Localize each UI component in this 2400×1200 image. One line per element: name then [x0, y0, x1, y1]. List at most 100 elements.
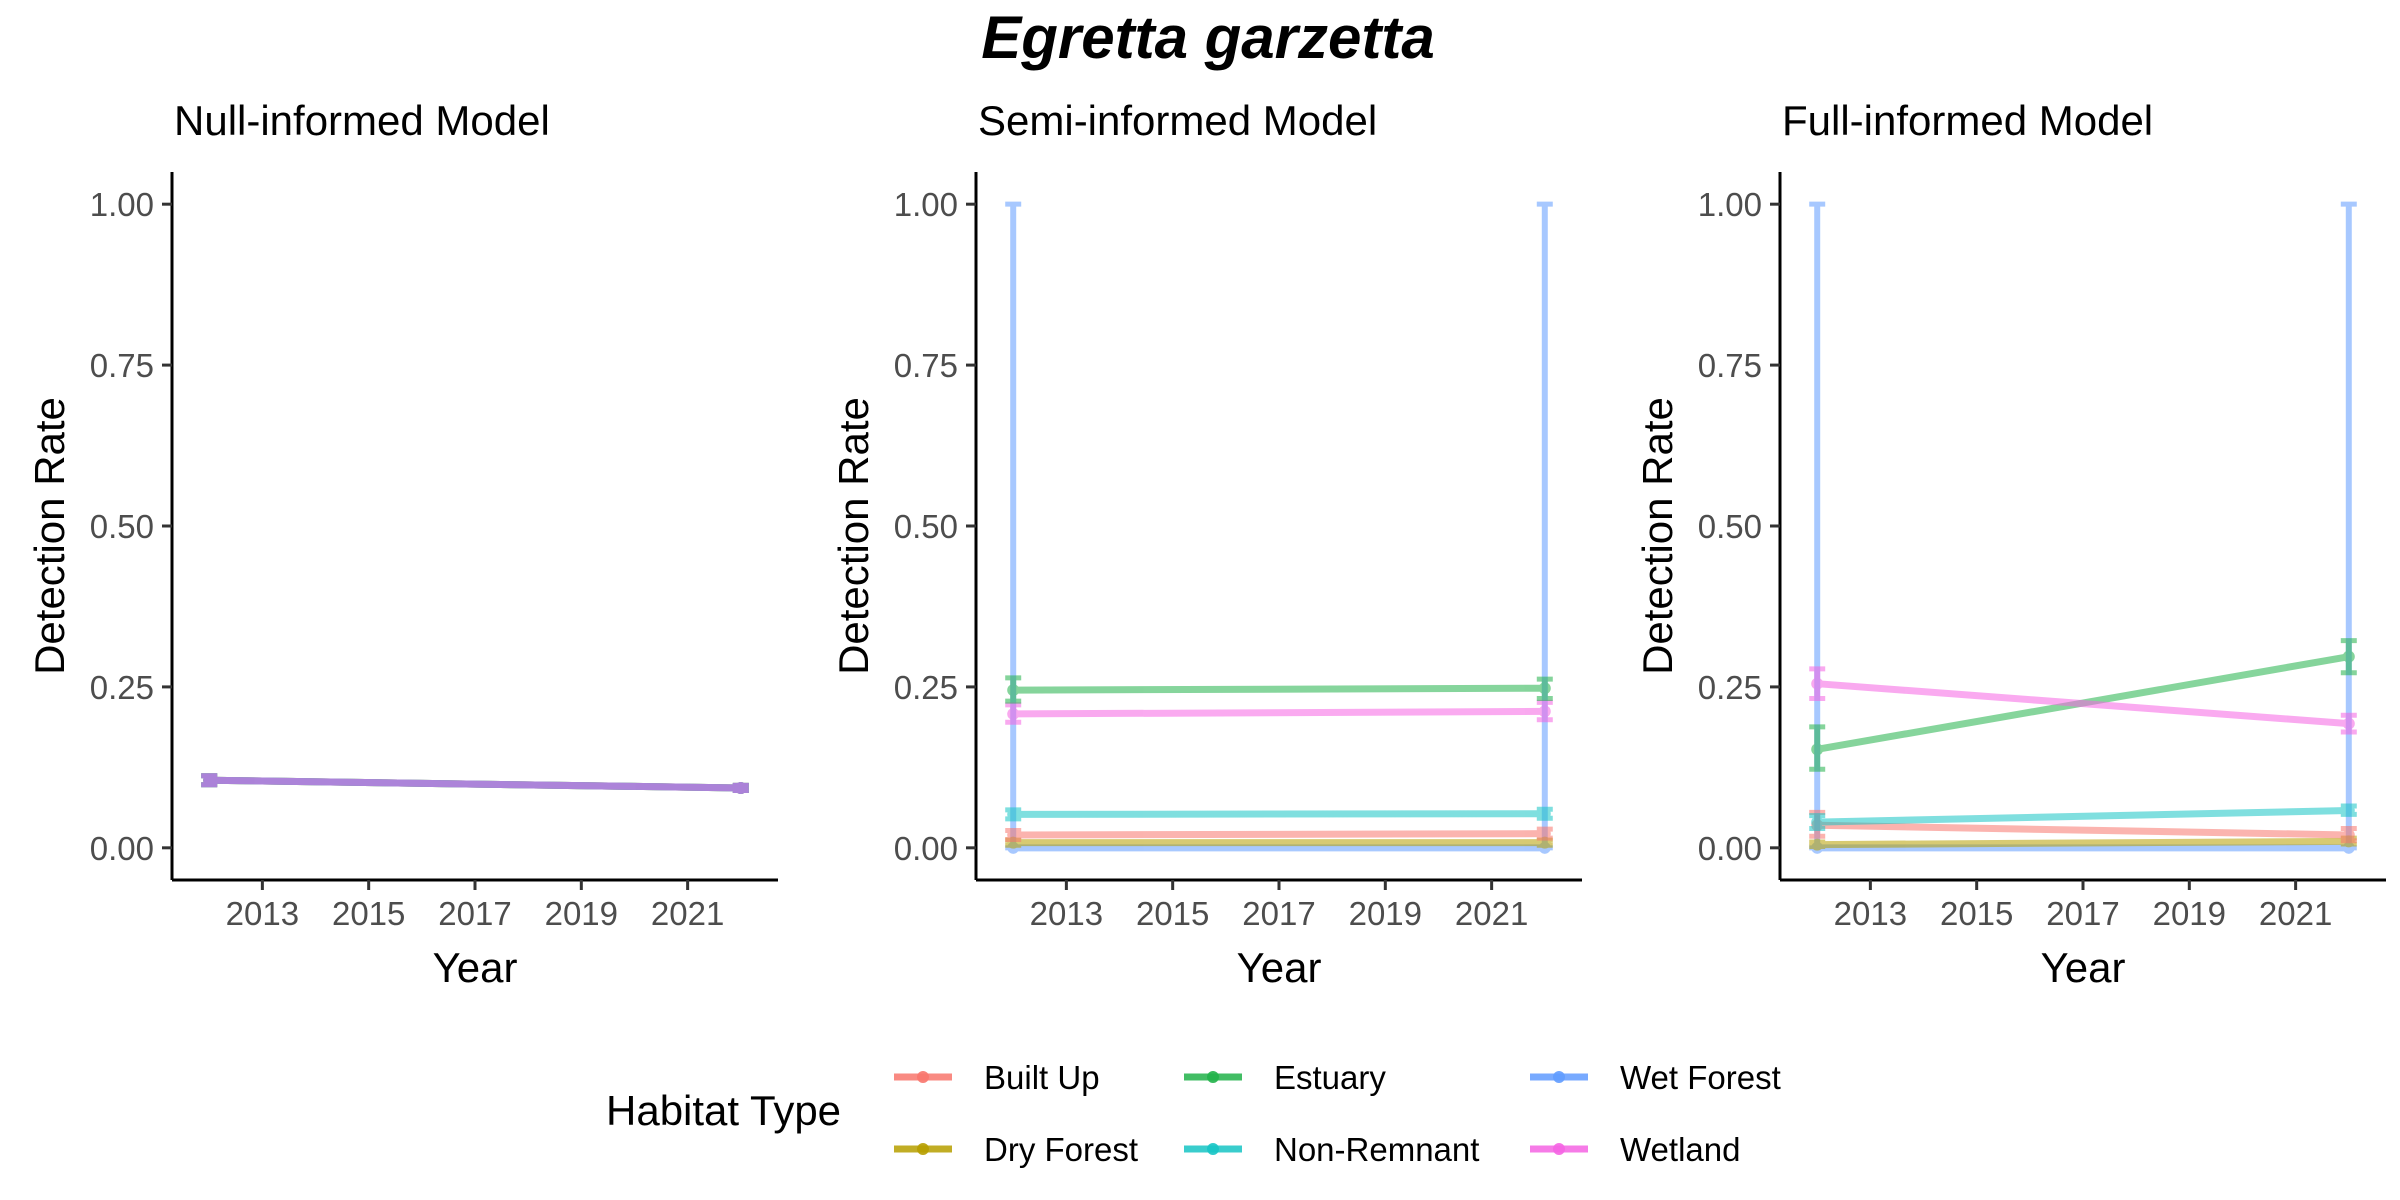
legend-item-dry-forest: Dry Forest	[894, 1131, 1138, 1168]
series-wet-forest	[1005, 201, 1553, 854]
data-point	[1538, 705, 1551, 718]
y-tick-label: 1.00	[90, 186, 154, 223]
legend-label: Dry Forest	[984, 1131, 1138, 1168]
data-point	[203, 774, 216, 787]
series-line	[209, 776, 741, 792]
panel-title: Null-informed Model	[174, 97, 550, 144]
data-point	[734, 781, 747, 794]
x-tick-label: 2015	[332, 895, 405, 932]
y-axis-label: Detection Rate	[830, 397, 877, 675]
series-line	[1013, 810, 1545, 818]
data-point	[1811, 838, 1824, 851]
panel-full-informed-model: Full-informed Model 0.00 0.25 0.50 0.75 1.00 2…	[1634, 97, 2386, 991]
panel-semi-informed-model: Semi-informed Model 0.00 0.25 0.50 0.75 1.00 2…	[830, 97, 1582, 991]
legend-label: Wetland	[1620, 1131, 1740, 1168]
series-estuary	[1005, 675, 1553, 704]
x-tick-label: 2017	[2046, 895, 2119, 932]
series-wetland	[1809, 666, 2357, 735]
y-axis-label: Detection Rate	[26, 397, 73, 675]
legend-key-point	[1553, 1143, 1565, 1155]
legend-label: Built Up	[984, 1059, 1100, 1096]
legend-title: Habitat Type	[606, 1087, 841, 1134]
data-point	[1007, 808, 1020, 821]
legend-label: Wet Forest	[1620, 1059, 1781, 1096]
series-non-remnant	[1809, 803, 2357, 832]
panel-title: Full-informed Model	[1782, 97, 2153, 144]
x-tick-label: 2021	[651, 895, 724, 932]
x-axis-label: Year	[2041, 944, 2126, 991]
series-built-up	[1005, 826, 1553, 842]
x-tick-label: 2019	[2153, 895, 2226, 932]
legend-label: Estuary	[1274, 1059, 1386, 1096]
y-tick-label: 0.50	[894, 508, 958, 545]
x-tick-label: 2021	[2259, 895, 2332, 932]
panels: Null-informed Model 0.00 0.25 0.50 0.75 1.00 2…	[26, 97, 2386, 991]
data-point	[1538, 682, 1551, 695]
y-axis-label: Detection Rate	[1634, 397, 1681, 675]
x-tick-label: 2013	[1030, 895, 1103, 932]
data-point	[1007, 828, 1020, 841]
y-tick-label: 0.50	[1698, 508, 1762, 545]
y-tick-label: 0.75	[90, 347, 154, 384]
legend-key-point	[917, 1143, 929, 1155]
data-point	[1811, 743, 1824, 756]
x-axis-label: Year	[433, 944, 518, 991]
data-point	[1538, 807, 1551, 820]
x-axis-label: Year	[1237, 944, 1322, 991]
series-line	[1013, 830, 1545, 839]
y-tick-label: 0.00	[894, 830, 958, 867]
data-point	[1811, 816, 1824, 829]
legend-item-wetland: Wetland	[1530, 1131, 1740, 1168]
legend-item-estuary: Estuary	[1184, 1059, 1386, 1096]
y-tick-label: 1.00	[1698, 186, 1762, 223]
panel-null-informed-model: Null-informed Model 0.00 0.25 0.50 0.75 1.00 2…	[26, 97, 778, 991]
series-line	[1817, 806, 2349, 826]
x-tick-label: 2013	[1834, 895, 1907, 932]
x-tick-label: 2017	[438, 895, 511, 932]
data-point	[1007, 684, 1020, 697]
x-tick-label: 2015	[1136, 895, 1209, 932]
legend-key-point	[1207, 1071, 1219, 1083]
legend-item-non-remnant: Non-Remnant	[1184, 1131, 1479, 1168]
data-point	[1811, 677, 1824, 690]
series-line	[1817, 837, 2349, 849]
y-tick-label: 0.50	[90, 508, 154, 545]
x-tick-label: 2021	[1455, 895, 1528, 932]
legend-item-built-up: Built Up	[894, 1059, 1100, 1096]
y-tick-label: 0.00	[1698, 830, 1762, 867]
y-tick-label: 1.00	[894, 186, 958, 223]
data-point	[2342, 717, 2355, 730]
data-point	[1538, 827, 1551, 840]
series-line	[1013, 684, 1545, 694]
x-tick-label: 2019	[545, 895, 618, 932]
series-wetland	[1005, 699, 1553, 725]
series-wet-forest	[1809, 201, 2357, 854]
series-line	[1816, 680, 2350, 728]
y-tick-label: 0.25	[90, 669, 154, 706]
legend: Habitat Type Built Up Estuary Wet Forest Dr…	[606, 1059, 1781, 1168]
legend-key-point	[917, 1071, 929, 1083]
legend-key-point	[1553, 1071, 1565, 1083]
x-tick-label: 2017	[1242, 895, 1315, 932]
series-line	[1817, 821, 2349, 839]
y-tick-label: 0.75	[894, 347, 958, 384]
x-tick-label: 2019	[1349, 895, 1422, 932]
legend-label: Non-Remnant	[1274, 1131, 1479, 1168]
series-line	[1013, 707, 1545, 718]
y-tick-label: 0.25	[894, 669, 958, 706]
y-tick-label: 0.75	[1698, 347, 1762, 384]
figure-title: Egretta garzetta	[981, 4, 1434, 71]
x-tick-label: 2013	[226, 895, 299, 932]
x-tick-label: 2015	[1940, 895, 2013, 932]
data-point	[2342, 828, 2355, 841]
y-tick-label: 0.25	[1698, 669, 1762, 706]
legend-items: Built Up Estuary Wet Forest Dry Forest Non-R…	[894, 1059, 1781, 1168]
panel-title: Semi-informed Model	[978, 97, 1377, 144]
data-point	[2342, 804, 2355, 817]
legend-key-point	[1207, 1143, 1219, 1155]
data-point	[2342, 650, 2355, 663]
series-non-remnant	[1005, 806, 1553, 822]
series-wetland	[201, 773, 749, 794]
y-tick-label: 0.00	[90, 830, 154, 867]
